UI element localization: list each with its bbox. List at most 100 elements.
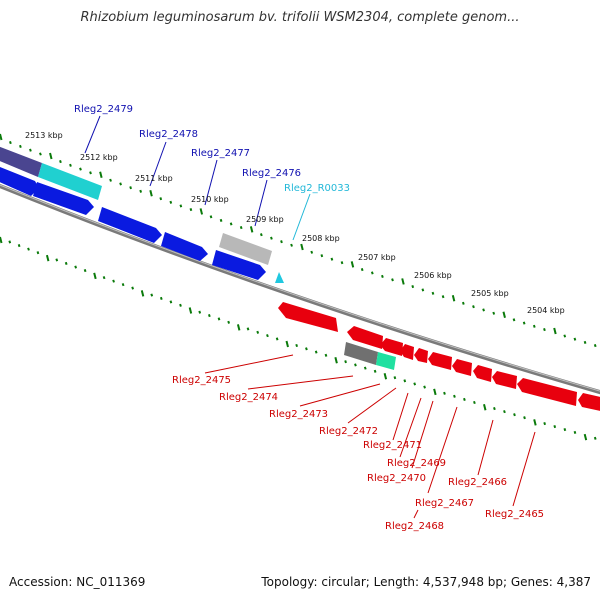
minor-tick — [275, 337, 279, 341]
gene-rleg2-2472[interactable] — [380, 338, 403, 356]
minor-tick — [305, 347, 308, 351]
minor-tick — [344, 360, 347, 364]
gene-rleg2-2474[interactable] — [347, 326, 383, 349]
minor-tick — [229, 222, 233, 226]
gene-rleg2-2469[interactable] — [414, 348, 428, 363]
minor-tick — [473, 400, 476, 405]
minor-tick — [159, 296, 163, 301]
minor-tick — [208, 313, 211, 318]
gene-label[interactable]: Rleg2_2472 — [319, 426, 378, 437]
major-tick — [383, 372, 388, 380]
minor-tick — [131, 286, 134, 290]
major-tick — [236, 324, 241, 331]
gene-label[interactable]: Rleg2_2476 — [242, 168, 301, 179]
minor-tick — [119, 182, 122, 186]
minor-tick — [593, 436, 597, 440]
kbp-label: 2509 kbp — [246, 215, 284, 224]
gene-rleg2-2477[interactable] — [33, 182, 94, 215]
gene-label[interactable]: Rleg2_2467 — [415, 498, 474, 509]
gene-label[interactable]: Rleg2_2478 — [139, 129, 198, 140]
minor-tick — [198, 310, 202, 314]
minor-tick — [403, 379, 407, 383]
gene-label[interactable]: Rleg2_2479 — [74, 104, 133, 115]
trna-marker[interactable] — [275, 272, 284, 283]
minor-tick — [354, 363, 357, 367]
gene-rleg2-2478[interactable] — [0, 165, 39, 196]
gene-rleg2-2475[interactable] — [278, 302, 338, 332]
gene-rleg2-r0033-trna[interactable] — [38, 163, 102, 200]
minor-tick — [129, 186, 132, 190]
minor-tick — [102, 276, 106, 280]
minor-tick — [443, 391, 446, 395]
kbp-labels: 2513 kbp 2512 kbp 2511 kbp 2510 kbp 2509… — [25, 131, 565, 315]
gene-rleg2-2467[interactable] — [452, 359, 472, 376]
gene-rleg2-2471[interactable] — [400, 344, 414, 360]
gene-label[interactable]: Rleg2_2477 — [191, 148, 250, 159]
forward-genes — [0, 145, 284, 283]
major-tick — [188, 307, 193, 314]
minor-tick — [513, 413, 516, 417]
gene-rleg2-2473-grey[interactable] — [344, 342, 378, 365]
minor-tick — [523, 416, 526, 420]
minor-tick — [159, 197, 163, 201]
minor-tick — [189, 208, 193, 212]
minor-tick — [239, 225, 243, 230]
gene-label[interactable]: Rleg2_2465 — [485, 509, 544, 520]
gene-rleg2-2465[interactable] — [517, 378, 577, 406]
kbp-label: 2511 kbp — [135, 174, 173, 183]
minor-tick — [393, 376, 397, 380]
gene-rleg2-2475-fwd[interactable] — [212, 250, 266, 280]
minor-tick — [453, 394, 456, 398]
minor-tick — [27, 247, 30, 251]
minor-tick — [543, 422, 547, 426]
genome-backbone — [0, 183, 600, 395]
gene-label[interactable]: Rleg2_2471 — [363, 440, 422, 451]
minor-tick — [593, 344, 597, 348]
minor-tick — [522, 321, 526, 325]
minor-tick — [583, 340, 587, 344]
gene-rleg2-2464[interactable] — [578, 393, 600, 412]
minor-tick — [259, 233, 263, 237]
minor-tick — [280, 240, 283, 244]
gene-label[interactable]: Rleg2_2469 — [387, 458, 446, 469]
gene-label[interactable]: Rleg2_2466 — [448, 477, 507, 488]
gene-label[interactable]: Rleg2_R0033 — [284, 183, 350, 194]
major-tick — [99, 171, 103, 179]
major-tick — [0, 133, 3, 141]
gene-label[interactable]: Rleg2_2474 — [219, 392, 278, 403]
gene-rrna-grey[interactable] — [219, 233, 272, 265]
label-leaders — [84, 115, 536, 519]
minor-tick — [532, 324, 536, 328]
gene-rleg2-2476b[interactable] — [161, 232, 208, 261]
gene-rleg2-2479[interactable] — [0, 145, 42, 177]
minor-tick — [89, 171, 92, 175]
minor-tick — [150, 293, 154, 297]
minor-tick — [493, 407, 496, 411]
major-tick — [502, 311, 506, 319]
minor-tick — [314, 350, 318, 354]
gene-label[interactable]: Rleg2_2475 — [172, 375, 231, 386]
minor-tick — [9, 141, 12, 145]
minor-tick — [39, 152, 42, 156]
major-tick — [300, 243, 304, 251]
minor-tick — [109, 178, 112, 182]
minor-tick — [503, 410, 506, 414]
gene-rleg2-2476[interactable] — [98, 207, 162, 243]
minor-tick — [543, 327, 546, 332]
trna-gene-labels: Rleg2_R0033 — [284, 183, 350, 194]
gene-label[interactable]: Rleg2_2473 — [269, 409, 328, 420]
minor-tick — [59, 159, 62, 164]
kbp-label: 2513 kbp — [25, 131, 63, 140]
kbp-label: 2508 kbp — [302, 234, 340, 243]
minor-tick — [340, 261, 344, 265]
gene-label[interactable]: Rleg2_2468 — [385, 521, 444, 532]
minor-tick — [330, 257, 334, 261]
gene-rleg2-2473[interactable] — [376, 352, 396, 370]
gene-rleg2-2468[interactable] — [492, 371, 517, 389]
gene-rleg2-2466[interactable] — [473, 365, 492, 382]
gene-label[interactable]: Rleg2_2470 — [367, 473, 426, 484]
minor-tick — [179, 204, 183, 208]
gene-rleg2-2470[interactable] — [428, 352, 452, 370]
minor-tick — [463, 397, 466, 401]
minor-tick — [563, 334, 567, 338]
